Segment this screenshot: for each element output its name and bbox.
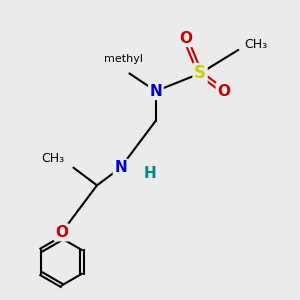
Text: CH₃: CH₃ (244, 38, 267, 50)
Text: CH₃: CH₃ (41, 152, 64, 165)
Text: N: N (149, 84, 162, 99)
Text: N: N (114, 160, 127, 175)
Text: H: H (144, 166, 156, 181)
Text: O: O (179, 31, 192, 46)
Text: S: S (194, 64, 206, 82)
Text: O: O (217, 84, 230, 99)
Text: O: O (55, 225, 68, 240)
Text: methyl: methyl (104, 54, 143, 64)
